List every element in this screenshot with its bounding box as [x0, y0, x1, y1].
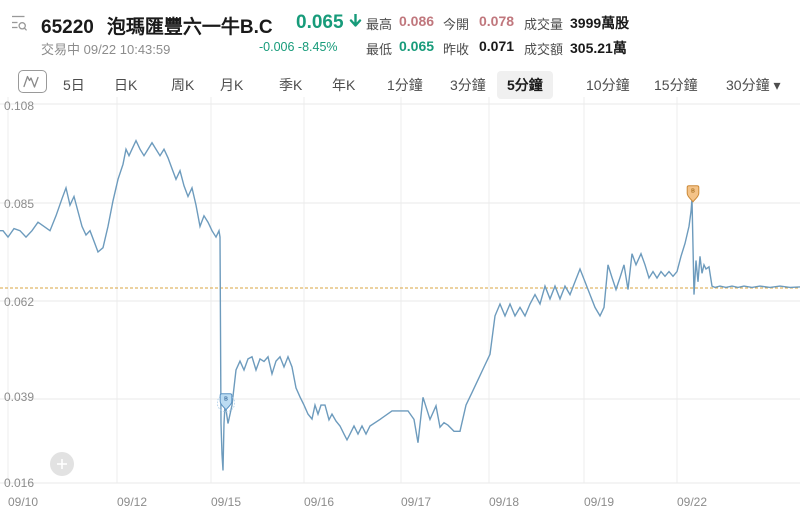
- svg-text:B: B: [691, 189, 695, 195]
- svg-text:B: B: [224, 397, 228, 403]
